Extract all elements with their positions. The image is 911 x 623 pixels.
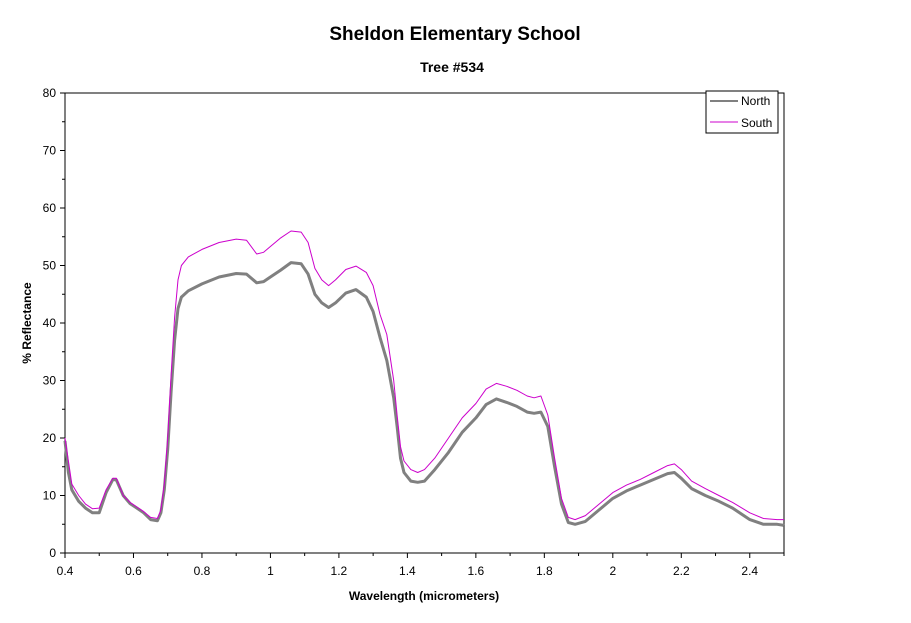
x-tick-label: 1.4 [399, 564, 416, 578]
x-tick-label: 2 [609, 564, 616, 578]
plot-area [64, 92, 785, 554]
y-tick-label: 80 [43, 86, 57, 100]
chart-subtitle: Tree #534 [420, 59, 484, 75]
legend-label-south: South [741, 116, 772, 130]
x-tick-label: 1.8 [536, 564, 553, 578]
y-tick-label: 20 [43, 431, 57, 445]
x-tick-label: 0.8 [194, 564, 211, 578]
series-line-north [63, 261, 785, 527]
y-tick-label: 60 [43, 201, 57, 215]
legend-label-north: North [741, 94, 770, 108]
legend-box [705, 90, 779, 134]
x-tick-label: 1.2 [331, 564, 348, 578]
chart-title: Sheldon Elementary School [329, 24, 580, 45]
series-line-south [64, 230, 784, 521]
y-tick-label: 40 [43, 316, 57, 330]
x-tick-label: 1.6 [468, 564, 485, 578]
x-tick-label: 0.6 [125, 564, 142, 578]
y-tick-label: 0 [49, 546, 56, 560]
x-tick-label: 2.2 [673, 564, 690, 578]
y-tick-label: 50 [43, 259, 57, 273]
y-axis-label: % Reflectance [20, 282, 34, 364]
x-axis-ticks: 0.4 0.6 0.8 1 1.2 1.4 1.6 1.8 2 2.2 2.4 [57, 553, 785, 578]
y-tick-label: 70 [43, 144, 57, 158]
y-axis-ticks: 0 10 20 30 40 50 60 70 80 [43, 86, 65, 560]
x-tick-label: 2.4 [741, 564, 758, 578]
x-axis-label: Wavelength (micrometers) [349, 589, 499, 603]
y-tick-label: 30 [43, 374, 57, 388]
y-tick-label: 10 [43, 489, 57, 503]
series-lines [63, 230, 785, 527]
x-tick-label: 0.4 [57, 564, 74, 578]
x-tick-label: 1 [267, 564, 274, 578]
legend: North South [705, 90, 779, 134]
